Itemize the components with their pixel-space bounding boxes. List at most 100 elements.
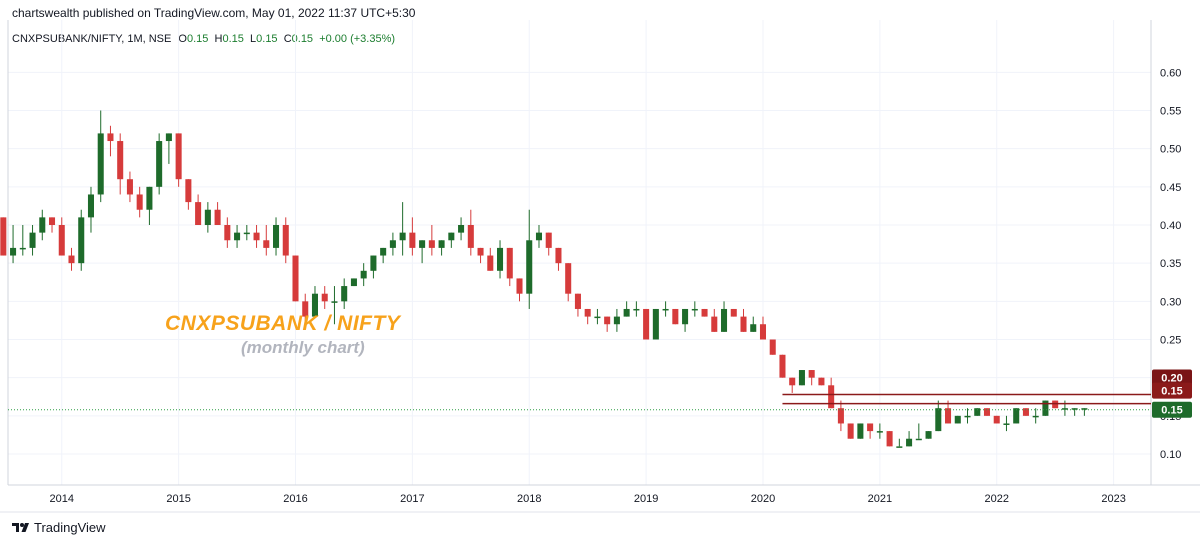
- candle-body: [993, 415, 1000, 424]
- candle-body: [779, 354, 786, 378]
- change-value: +0.00 (+3.35%): [319, 33, 396, 45]
- candle-body: [311, 293, 319, 317]
- candle-body: [808, 370, 815, 378]
- candle-body: [721, 308, 728, 332]
- candle-body: [516, 278, 523, 294]
- candle-body: [983, 408, 991, 416]
- candle-body: [613, 316, 620, 325]
- candle-body: [29, 232, 36, 248]
- y-tick-label: 0.55: [1160, 106, 1181, 118]
- candle-body: [535, 232, 543, 241]
- candle-body: [584, 308, 591, 317]
- candle-body: [175, 133, 182, 180]
- candle-body: [1052, 400, 1059, 409]
- candle-body: [837, 408, 844, 424]
- candle-body: [428, 240, 435, 248]
- chart-annotation-title: CNXPSUBANK / NIFTY: [165, 312, 401, 335]
- candle-body: [419, 240, 426, 248]
- y-tick-label: 0.40: [1160, 220, 1181, 232]
- last-price-badge-bg: [1152, 401, 1192, 418]
- candle-body: [662, 308, 669, 311]
- symbol-info-bar: CNXPSUBANK/NIFTY, 1M, NSE O0.15 H0.15 L0…: [12, 33, 395, 45]
- level-badge-upper: 0.20: [1161, 372, 1182, 384]
- candle-body: [195, 202, 202, 225]
- candle-body: [682, 308, 689, 325]
- candle-body: [604, 316, 611, 325]
- candle-body: [253, 232, 260, 241]
- x-tick-label: 2014: [50, 493, 74, 505]
- x-tick-label: 2023: [1101, 493, 1125, 505]
- candle-body: [633, 308, 640, 311]
- candle-body: [652, 308, 659, 340]
- candle-body: [117, 141, 124, 180]
- level-badge-lower-bg: [1152, 382, 1192, 399]
- candle-body: [701, 308, 708, 317]
- candle-body: [243, 232, 250, 235]
- candle-body: [906, 438, 913, 447]
- symbol-name[interactable]: CNXPSUBANK/NIFTY, 1M, NSE: [12, 33, 172, 45]
- candle-body: [1071, 408, 1078, 410]
- candle-body: [126, 179, 133, 195]
- high-value: 0.15: [222, 33, 244, 45]
- candle-body: [574, 293, 581, 309]
- candle-body: [594, 316, 601, 319]
- candle-body: [857, 423, 864, 439]
- candle-body: [818, 377, 825, 386]
- candle-body: [1081, 408, 1088, 410]
- candle-body: [789, 377, 796, 386]
- low-value: 0.15: [256, 33, 278, 45]
- candle-body: [876, 431, 883, 433]
- candle-body: [273, 225, 280, 248]
- candle-body: [798, 370, 805, 386]
- candle-body: [477, 247, 484, 256]
- candle-body: [740, 316, 747, 332]
- candle-body: [1022, 408, 1029, 416]
- candle-body: [448, 232, 455, 241]
- candle-body: [974, 408, 981, 416]
- candle-body: [711, 316, 718, 332]
- open-value: 0.15: [186, 33, 209, 45]
- candle-body: [389, 240, 396, 248]
- candle-body: [204, 209, 211, 225]
- low-label: L: [250, 33, 257, 45]
- candle-body: [828, 385, 835, 409]
- y-tick-label: 0.25: [1160, 335, 1181, 347]
- y-tick-label: 0.30: [1160, 296, 1181, 308]
- candle-body: [97, 133, 104, 195]
- candle-body: [467, 225, 474, 248]
- candle-body: [107, 133, 114, 142]
- candle-body: [380, 247, 387, 256]
- candle-body: [1013, 408, 1020, 424]
- candle-body: [146, 186, 153, 210]
- candle-body: [302, 301, 309, 317]
- candle-body: [964, 415, 971, 418]
- candle-body: [691, 308, 698, 311]
- candle-body: [224, 225, 231, 241]
- chart-annotation-subtitle: (monthly chart): [241, 338, 365, 357]
- y-tick-label: 0.35: [1160, 258, 1181, 270]
- candle-body: [945, 408, 952, 424]
- x-tick-label: 2015: [166, 493, 190, 505]
- open-label: O: [178, 33, 187, 45]
- x-tick-label: 2016: [283, 493, 307, 505]
- candle-body: [409, 232, 416, 248]
- candle-body: [623, 308, 630, 317]
- candle-body: [867, 423, 874, 432]
- candle-body: [506, 247, 513, 279]
- candle-body: [847, 423, 854, 439]
- candle-body: [282, 225, 289, 256]
- tradingview-footer[interactable]: TradingView: [12, 520, 106, 535]
- candle-body: [886, 431, 893, 447]
- x-tick-label: 2017: [400, 493, 424, 505]
- candle-body: [487, 255, 494, 271]
- x-tick-label: 2018: [517, 493, 541, 505]
- y-tick-label: 0.45: [1160, 182, 1181, 194]
- candle-body: [19, 247, 26, 250]
- candle-body: [10, 247, 17, 256]
- candle-body: [954, 415, 961, 424]
- candle-body: [935, 408, 942, 432]
- candle-body: [565, 263, 572, 294]
- candle-body: [214, 209, 221, 225]
- candle-body: [350, 278, 357, 287]
